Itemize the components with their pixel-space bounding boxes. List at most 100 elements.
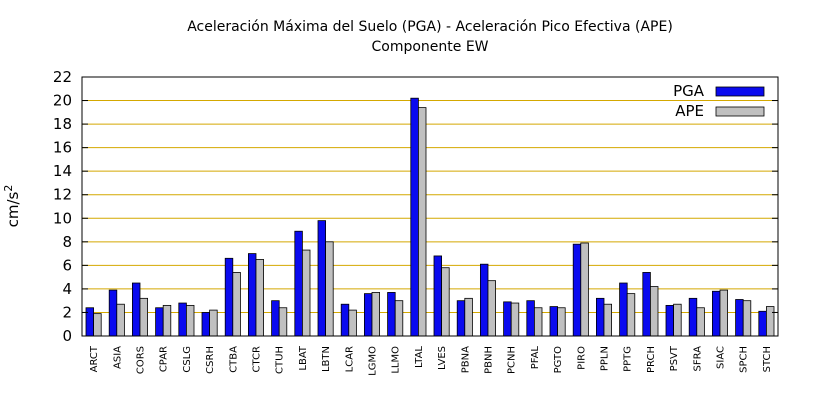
x-tick-label: PRCH xyxy=(646,346,657,373)
bar-pga-cors xyxy=(131,282,141,337)
bar-ape-pgto xyxy=(557,307,566,337)
grid-lines xyxy=(82,100,778,313)
bar-ape-lbat xyxy=(301,249,311,337)
x-tick-label: PPTG xyxy=(623,346,634,372)
bar-ape-spch xyxy=(742,300,752,337)
y-tick-label: 6 xyxy=(62,256,72,274)
bar-pga-lbtn xyxy=(317,220,326,337)
bar-ape-cors xyxy=(139,297,148,337)
bar-pga-cslg xyxy=(178,302,187,337)
bar-ape-pbna xyxy=(464,297,473,337)
x-tick-label: SFRA xyxy=(692,346,703,372)
bar-pga-stch xyxy=(758,310,767,337)
y-tick-label: 20 xyxy=(53,92,72,110)
bar-pga-pcnh xyxy=(503,301,512,337)
x-tick-label: CSRH xyxy=(205,346,216,374)
bar-ape-stch xyxy=(766,306,775,337)
bar-ape-csrh xyxy=(209,309,218,337)
x-tick-label: CTUH xyxy=(275,346,286,374)
bar-pga-pptg xyxy=(619,282,628,337)
legend-swatch-pga xyxy=(715,86,765,97)
bar-pga-ctuh xyxy=(271,300,280,337)
bar-ape-ctuh xyxy=(278,307,288,337)
y-tick-label: 0 xyxy=(62,327,72,345)
x-tick-label: LGMO xyxy=(368,346,379,376)
legend-label-ape: APE xyxy=(675,102,704,120)
x-tick-label: CPAR xyxy=(159,346,170,372)
legend-label-pga: PGA xyxy=(673,82,705,100)
bar-pga-piro xyxy=(572,243,582,337)
bar-ape-ltal xyxy=(417,107,427,337)
bar-pga-csrh xyxy=(201,312,210,337)
bar-ape-ctba xyxy=(232,272,241,337)
bar-ape-lcar xyxy=(348,309,357,337)
x-tick-label: PCNH xyxy=(507,346,518,374)
bars xyxy=(85,97,775,337)
bar-ape-psvt xyxy=(673,303,682,337)
x-axis-ticks: ARCT ASIA CORS CPAR CSLG CSRH CTBA CTCR CTUH LBAT… xyxy=(89,345,773,376)
x-tick-label: LBAT xyxy=(298,345,309,370)
bar-ape-lves xyxy=(441,267,450,337)
bar-pga-psvt xyxy=(665,304,674,337)
x-tick-label: PBNA xyxy=(460,346,471,373)
x-tick-label: LBTN xyxy=(321,346,332,372)
bar-pga-lcar xyxy=(340,303,350,337)
chart-title: Aceleración Máxima del Suelo (PGA) - Ace… xyxy=(187,19,673,35)
bar-pga-siac xyxy=(712,290,721,337)
legend-swatch-ape xyxy=(715,106,765,117)
bar-ape-lgmo xyxy=(371,292,380,337)
bar-pga-ltal xyxy=(410,97,419,337)
x-tick-label: ASIA xyxy=(112,346,123,369)
bar-pga-sfra xyxy=(688,297,698,337)
x-tick-label: CTCR xyxy=(252,346,263,372)
bar-pga-pbnh xyxy=(479,263,489,337)
bar-ape-asia xyxy=(116,303,125,337)
bar-ape-llmo xyxy=(394,300,404,337)
x-tick-label: CSLG xyxy=(182,346,193,373)
y-tick-label: 14 xyxy=(53,162,72,180)
x-tick-label: PFAL xyxy=(530,346,541,370)
bar-pga-spch xyxy=(735,299,744,337)
x-tick-label: PPLN xyxy=(600,346,611,371)
y-tick-label: 4 xyxy=(62,280,72,298)
y-tick-label: 2 xyxy=(62,303,72,321)
bar-pga-pfal xyxy=(526,300,535,337)
bar-pga-lbat xyxy=(294,230,303,337)
bar-ape-arct xyxy=(93,313,102,337)
chart-subtitle: Componente EW xyxy=(371,39,488,55)
bar-pga-ppln xyxy=(596,297,605,337)
bar-pga-pgto xyxy=(549,306,558,337)
bar-pga-lgmo xyxy=(363,293,373,337)
bar-ape-lbtn xyxy=(325,241,334,337)
bar-ape-prch xyxy=(650,286,659,337)
x-tick-label: LTAL xyxy=(414,346,425,368)
bar-pga-ctba xyxy=(224,257,234,337)
x-tick-label: CORS xyxy=(136,346,147,374)
y-tick-label: 8 xyxy=(62,233,72,251)
x-tick-label: LVES xyxy=(437,346,448,370)
bar-ape-pcnh xyxy=(510,302,520,337)
y-tick-label: 18 xyxy=(53,115,72,133)
x-tick-label: PGTO xyxy=(553,346,564,374)
bar-ape-ctcr xyxy=(255,259,264,337)
bar-pga-pbna xyxy=(456,300,466,337)
bar-pga-llmo xyxy=(387,292,396,337)
bar-ape-sfra xyxy=(696,307,705,337)
x-tick-label: PIRO xyxy=(576,346,587,370)
bar-ape-siac xyxy=(719,289,728,337)
x-tick-label: SIAC xyxy=(716,346,727,369)
bar-ape-cpar xyxy=(162,304,172,337)
bar-pga-prch xyxy=(642,272,651,337)
bar-pga-cpar xyxy=(155,307,164,337)
x-tick-label: LCAR xyxy=(344,346,355,372)
y-tick-label: 12 xyxy=(53,186,72,204)
y-axis-label: cm/s2 xyxy=(2,185,22,228)
bar-ape-piro xyxy=(580,242,589,337)
bar-pga-lves xyxy=(433,255,442,337)
x-tick-label: ARCT xyxy=(89,345,100,372)
x-tick-label: PBNH xyxy=(484,346,495,374)
bar-pga-asia xyxy=(108,289,118,337)
legend: PGA APE xyxy=(673,82,765,120)
y-tick-label: 16 xyxy=(53,139,72,157)
